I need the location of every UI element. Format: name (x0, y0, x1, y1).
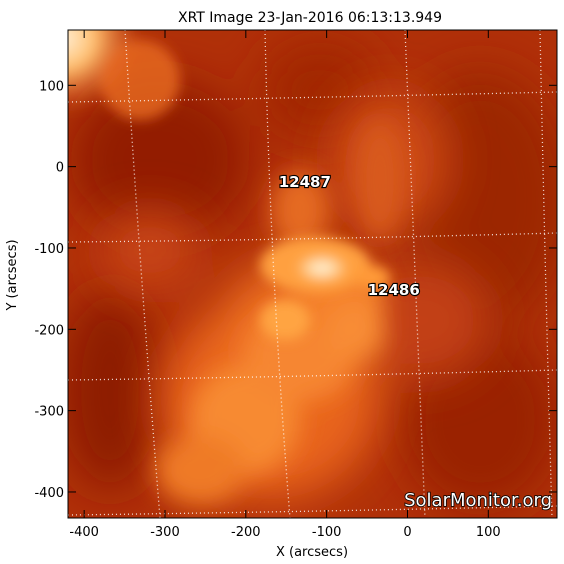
region-labels: 12487 12486 (278, 172, 421, 300)
y-tick-label: -300 (34, 405, 64, 420)
x-tick-label: -400 (69, 525, 99, 540)
x-axis-label: X (arcsecs) (276, 545, 348, 560)
y-tick-label: -100 (34, 242, 64, 257)
x-tick-label: -100 (312, 525, 342, 540)
active-region-core (260, 237, 390, 340)
y-axis-label: Y (arcsecs) (5, 239, 20, 311)
y-tick-label: 0 (56, 161, 64, 176)
x-tick-label: -300 (150, 525, 180, 540)
watermark-text: SolarMonitor.org (404, 490, 552, 511)
image-title: XRT Image 23-Jan-2016 06:13:13.949 (178, 10, 442, 26)
heliographic-grid (68, 30, 557, 518)
x-tick-label: 0 (403, 525, 411, 540)
corner-active-region (68, 30, 180, 120)
x-tick-label: 100 (476, 525, 501, 540)
y-tick-label: -400 (34, 486, 64, 501)
region-label-12487: 12487 (279, 173, 331, 191)
y-tick-label: 100 (39, 79, 64, 94)
region-label-12486: 12486 (368, 281, 420, 299)
x-axis-ticks: -400 -300 -200 -100 0 100 (69, 30, 501, 540)
y-axis-ticks: 100 0 -100 -200 -300 -400 (34, 79, 557, 501)
x-tick-label: -200 (231, 525, 261, 540)
y-tick-label: -200 (34, 323, 64, 338)
plot-frame (67, 29, 558, 519)
solar-image (68, 30, 557, 518)
